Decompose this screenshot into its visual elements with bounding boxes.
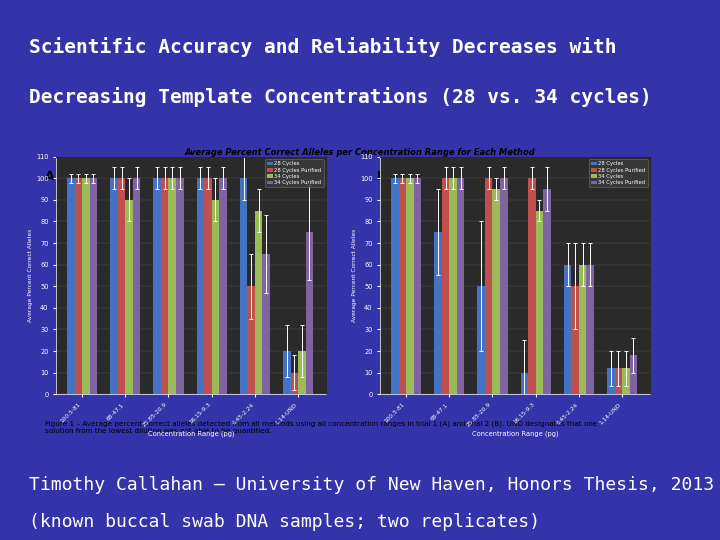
Bar (176, 178, 184, 394)
Bar (485, 178, 492, 394)
Bar (298, 351, 305, 394)
Bar (240, 178, 248, 394)
Bar (305, 232, 313, 394)
Bar (572, 286, 579, 394)
Bar (536, 211, 544, 394)
Text: Scientific Accuracy and Reliability Decreases with: Scientific Accuracy and Reliability Decr… (29, 37, 616, 57)
Bar (262, 254, 270, 394)
Y-axis label: Average Percent Correct Alleles: Average Percent Correct Alleles (28, 229, 33, 322)
Bar (118, 178, 125, 394)
Bar (197, 178, 204, 394)
Bar (622, 368, 629, 394)
Y-axis label: Average Percent Correct Alleles: Average Percent Correct Alleles (352, 229, 357, 322)
Legend: 28 Cycles, 28 Cycles Purified, 34 Cycles, 34 Cycles Purified: 28 Cycles, 28 Cycles Purified, 34 Cycles… (265, 159, 323, 187)
Bar (248, 286, 255, 394)
Bar (399, 178, 406, 394)
Bar (434, 232, 442, 394)
Bar (283, 351, 290, 394)
Bar (477, 286, 485, 394)
Bar (406, 178, 414, 394)
Bar (607, 368, 614, 394)
Bar (255, 211, 262, 394)
Bar (133, 178, 140, 394)
X-axis label: Concentration Range (pg): Concentration Range (pg) (148, 431, 235, 437)
Bar (67, 178, 75, 394)
Bar (457, 178, 464, 394)
Bar (528, 178, 536, 394)
Bar (125, 200, 133, 394)
Text: Average Percent Correct Alleles per Concentration Range for Each Method: Average Percent Correct Alleles per Conc… (184, 148, 536, 157)
Text: A: A (45, 170, 55, 183)
Bar (89, 178, 97, 394)
Text: B: B (377, 170, 386, 183)
Bar (168, 178, 176, 394)
Bar (75, 178, 82, 394)
Text: (known buccal swab DNA samples; two replicates): (known buccal swab DNA samples; two repl… (29, 514, 540, 531)
Bar (587, 265, 594, 394)
Text: Decreasing Template Concentrations (28 vs. 34 cycles): Decreasing Template Concentrations (28 v… (29, 87, 652, 107)
Bar (153, 178, 161, 394)
Bar (442, 178, 449, 394)
Bar (414, 178, 421, 394)
Bar (579, 265, 586, 394)
Text: Timothy Callahan – University of New Haven, Honors Thesis, 2013: Timothy Callahan – University of New Hav… (29, 476, 714, 494)
Bar (564, 265, 572, 394)
Bar (82, 178, 89, 394)
Bar (449, 178, 457, 394)
Bar (391, 178, 399, 394)
Legend: 28 Cycles, 28 Cycles Purified, 34 Cycles, 34 Cycles Purified: 28 Cycles, 28 Cycles Purified, 34 Cycles… (589, 159, 647, 187)
Bar (161, 178, 168, 394)
Bar (544, 189, 551, 394)
Text: Figure 1 – Average percent correct alleles detected from all methods using all c: Figure 1 – Average percent correct allel… (45, 420, 598, 434)
X-axis label: Concentration Range (pg): Concentration Range (pg) (472, 431, 559, 437)
Bar (521, 373, 528, 394)
Bar (220, 178, 227, 394)
Bar (290, 373, 298, 394)
Bar (500, 178, 508, 394)
Bar (492, 189, 500, 394)
Bar (212, 200, 220, 394)
Bar (110, 178, 118, 394)
Bar (629, 355, 637, 394)
Bar (204, 178, 212, 394)
Bar (615, 368, 622, 394)
